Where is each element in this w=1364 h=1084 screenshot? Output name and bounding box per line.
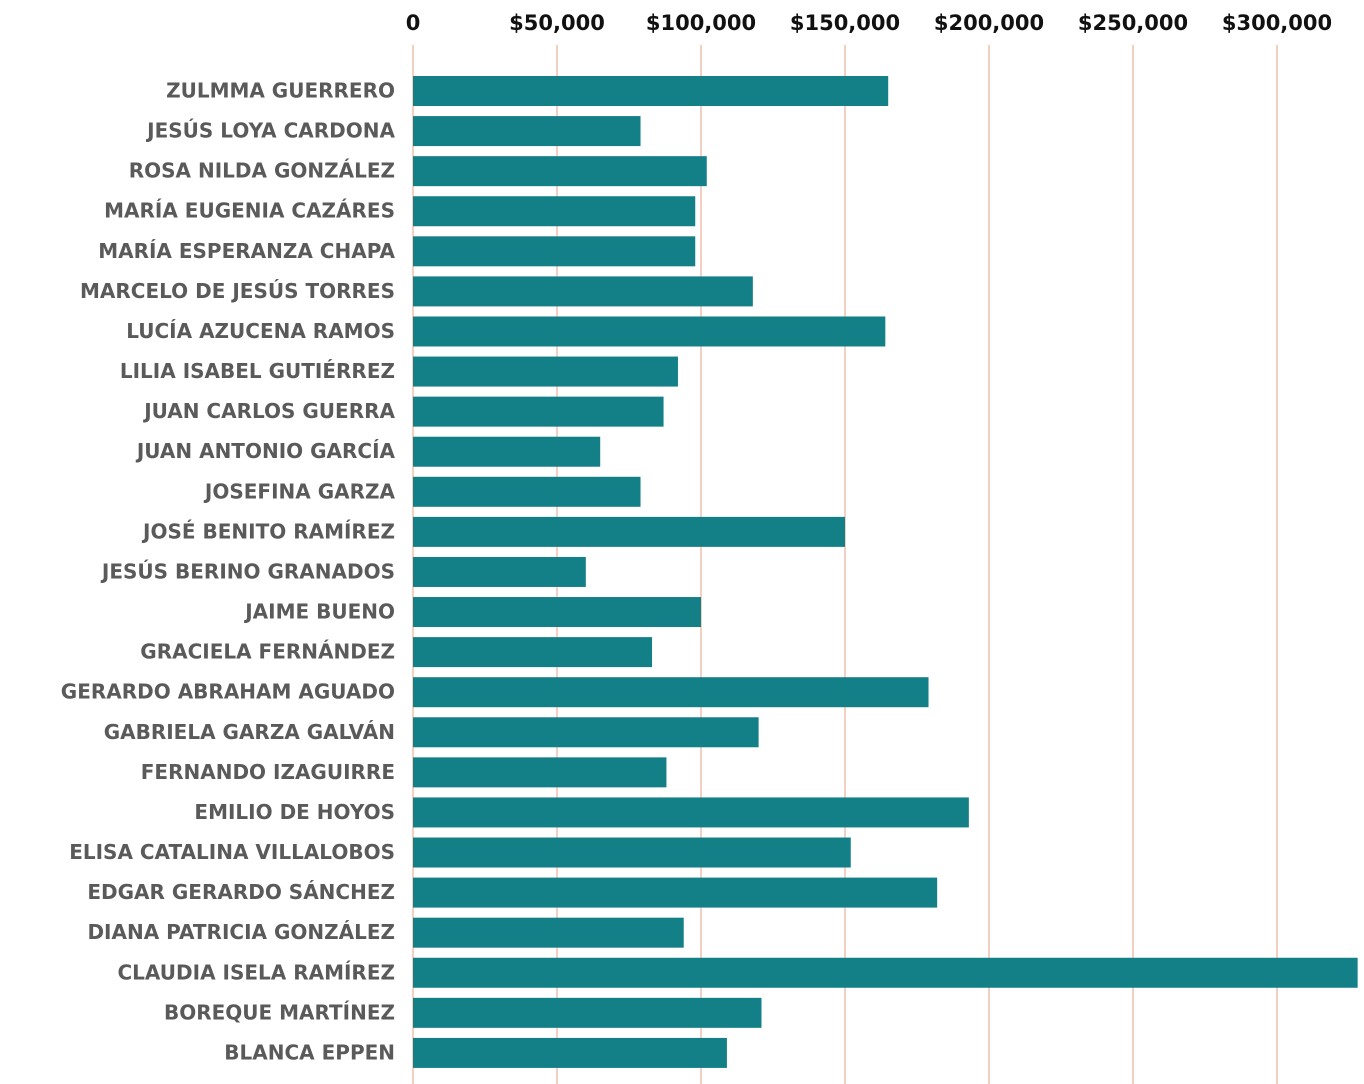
bar [413, 436, 601, 467]
bar [413, 556, 586, 587]
y-tick-label: FERNANDO IZAGUIRRE [141, 760, 395, 784]
bar [413, 276, 753, 307]
y-tick-label: GERARDO ABRAHAM AGUADO [61, 680, 395, 704]
y-tick-label: MARÍA EUGENIA CAZÁRES [104, 199, 395, 223]
y-tick-label: LILIA ISABEL GUTIÉRREZ [120, 359, 395, 383]
x-tick-label: $300,000 [1222, 11, 1332, 35]
bar [413, 877, 938, 908]
y-tick-label: MARÍA ESPERANZA CHAPA [98, 239, 395, 263]
x-tick-label: 0 [406, 11, 421, 35]
y-tick-label: ROSA NILDA GONZÁLEZ [129, 159, 395, 183]
bar [413, 116, 641, 147]
bar [413, 156, 707, 187]
bar [413, 957, 1358, 988]
y-tick-label: JUAN ANTONIO GARCÍA [135, 439, 396, 463]
y-tick-label: JESÚS BERINO GRANADOS [100, 559, 395, 583]
bar [413, 837, 851, 868]
bar [413, 516, 845, 547]
y-tick-label: DIANA PATRICIA GONZÁLEZ [87, 920, 395, 944]
y-tick-label: GRACIELA FERNÁNDEZ [140, 640, 395, 664]
bar [413, 637, 653, 668]
y-tick-label: JESÚS LOYA CARDONA [145, 119, 395, 143]
x-tick-label: $250,000 [1078, 11, 1188, 35]
bar [413, 597, 701, 628]
y-tick-label: JAIME BUENO [243, 600, 395, 624]
y-tick-label: BOREQUE MARTÍNEZ [164, 1000, 395, 1024]
x-tick-label: $50,000 [509, 11, 605, 35]
y-tick-label: ZULMMA GUERRERO [166, 79, 395, 103]
y-tick-label: JUAN CARLOS GUERRA [142, 399, 395, 423]
bar [413, 717, 759, 748]
y-tick-label: JOSEFINA GARZA [203, 479, 396, 503]
bar [413, 1037, 727, 1068]
bar [413, 757, 667, 788]
bar [413, 396, 664, 427]
y-tick-label: ELISA CATALINA VILLALOBOS [69, 840, 395, 864]
y-tick-label: LUCÍA AZUCENA RAMOS [126, 319, 395, 343]
y-tick-label: BLANCA EPPEN [224, 1040, 395, 1064]
bar [413, 236, 696, 267]
x-tick-label: $100,000 [646, 11, 756, 35]
y-tick-label: GABRIELA GARZA GALVÁN [104, 720, 395, 744]
bar [413, 76, 889, 106]
bar [413, 316, 886, 347]
y-tick-label: EDGAR GERARDO SÁNCHEZ [87, 880, 395, 904]
x-tick-label: $150,000 [790, 11, 900, 35]
x-tick-label: $200,000 [934, 11, 1044, 35]
bar [413, 476, 641, 507]
bar [413, 917, 684, 948]
y-tick-label: MARCELO DE JESÚS TORRES [80, 279, 395, 303]
bar [413, 677, 929, 708]
y-tick-label: EMILIO DE HOYOS [194, 800, 395, 824]
bar [413, 997, 762, 1028]
bar [413, 797, 969, 828]
bar [413, 356, 678, 387]
y-tick-label: CLAUDIA ISELA RAMÍREZ [118, 960, 396, 984]
y-tick-label: JOSÉ BENITO RAMÍREZ [141, 519, 395, 543]
bar [413, 196, 696, 227]
